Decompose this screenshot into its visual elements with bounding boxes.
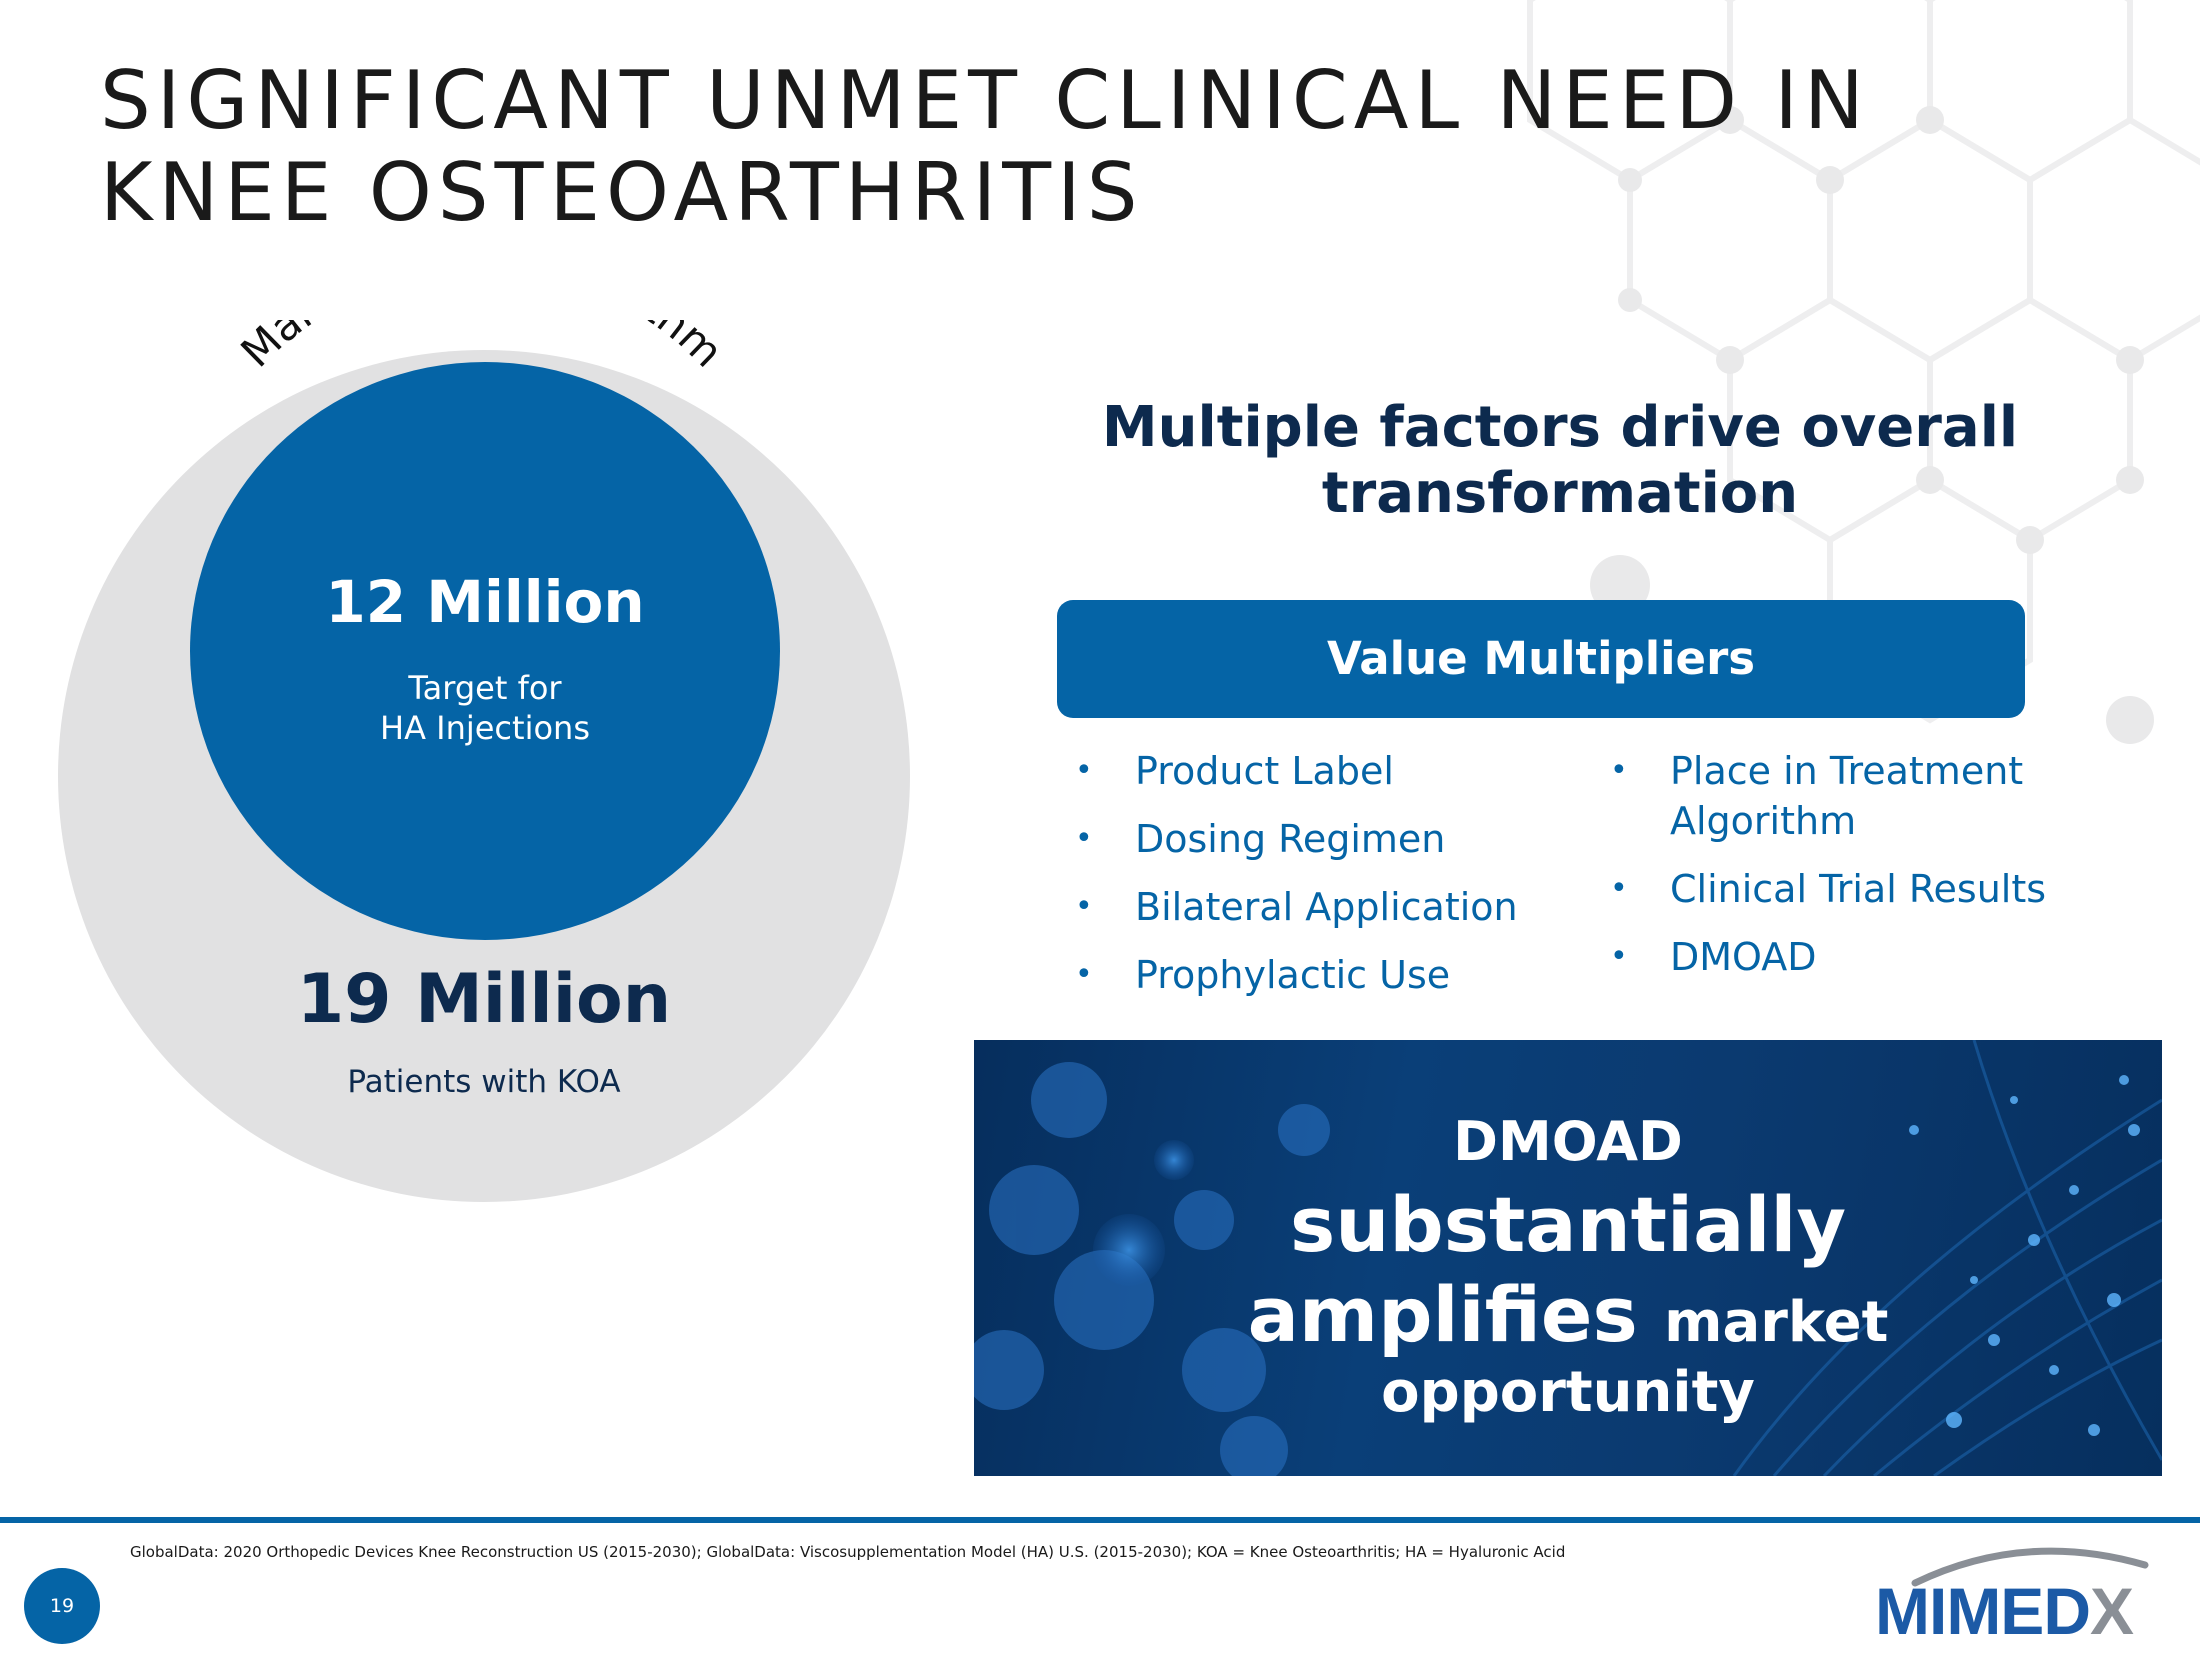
banner-line-3-small: market <box>1664 1290 1889 1355</box>
banner-line-4: opportunity <box>1381 1360 1755 1425</box>
list-item: • DMOAD <box>1600 932 2120 982</box>
bullet-icon: • <box>1075 889 1093 924</box>
list-item: • Dosing Regimen <box>1065 814 1585 864</box>
page-number-badge: 19 <box>24 1568 100 1644</box>
list-item: • Product Label <box>1065 746 1585 796</box>
banner-text: DMOAD substantially amplifies market opp… <box>974 1040 2162 1476</box>
bokeh-background <box>974 1040 2162 1476</box>
dmoad-banner: DMOAD substantially amplifies market opp… <box>974 1040 2162 1476</box>
factors-heading-line-1: Multiple factors drive overall <box>1101 395 2019 460</box>
logo-swoosh-icon <box>1911 1547 2149 1587</box>
banner-line-2: substantially <box>1289 1180 1846 1269</box>
bullet-icon: • <box>1075 753 1093 788</box>
bullet-icon: • <box>1610 753 1628 788</box>
mimedx-logo: MIMEDX <box>1875 1535 2170 1650</box>
multipliers-list-left: • Product Label • Dosing Regimen • Bilatera… <box>1065 746 1585 1018</box>
patients-value: 19 Million <box>296 960 672 1039</box>
source-footnote: GlobalData: 2020 Orthopedic Devices Knee… <box>130 1543 1566 1561</box>
banner-line-3-big: amplifies <box>1247 1270 1638 1359</box>
list-item: • Prophylactic Use <box>1065 950 1585 1000</box>
multipliers-list-right: • Place in Treatment Algorithm • Clinical T… <box>1600 746 2120 1000</box>
arc-label-text: Market Sizing Algorithm <box>231 320 732 377</box>
bullet-icon: • <box>1075 957 1093 992</box>
bullet-icon: • <box>1610 939 1628 974</box>
logo-wordmark-x: X <box>2089 1574 2134 1648</box>
slide-title: SIGNIFICANT UNMET CLINICAL NEED IN KNEE … <box>100 55 2000 239</box>
value-multipliers-box: Value Multipliers <box>1057 600 2025 718</box>
target-value: 12 Million <box>325 568 645 636</box>
banner-line-1: DMOAD <box>1453 1110 1683 1173</box>
market-arc-label: Market Sizing Algorithm <box>231 320 732 377</box>
footer-divider <box>0 1517 2200 1523</box>
logo-wordmark: MIMEDX <box>1875 1573 2170 1649</box>
logo-wordmark-main: MIMED <box>1875 1574 2091 1648</box>
bullet-icon: • <box>1610 871 1628 906</box>
list-item: • Clinical Trial Results <box>1600 864 2120 914</box>
hexagon-pattern <box>1527 0 2200 744</box>
title-line-2: KNEE OSTEOARTHRITIS <box>100 146 1144 239</box>
list-item: • Place in Treatment Algorithm <box>1600 746 2120 846</box>
title-line-1: SIGNIFICANT UNMET CLINICAL NEED IN <box>100 54 1870 147</box>
target-circle <box>190 362 780 940</box>
target-label-line-1: Target for <box>408 669 562 707</box>
factors-heading: Multiple factors drive overall transform… <box>1060 395 2060 527</box>
bullet-icon: • <box>1075 821 1093 856</box>
list-item: • Bilateral Application <box>1065 882 1585 932</box>
factors-heading-line-2: transformation <box>1321 461 1799 526</box>
svg-text:Market Sizing Algorithm: Market Sizing Algorithm <box>231 320 732 377</box>
target-label: Target for HA Injections <box>190 668 780 748</box>
banner-line-3: amplifies market <box>974 1270 2162 1359</box>
patients-label: Patients with KOA <box>347 1064 621 1100</box>
target-label-line-2: HA Injections <box>380 709 590 747</box>
